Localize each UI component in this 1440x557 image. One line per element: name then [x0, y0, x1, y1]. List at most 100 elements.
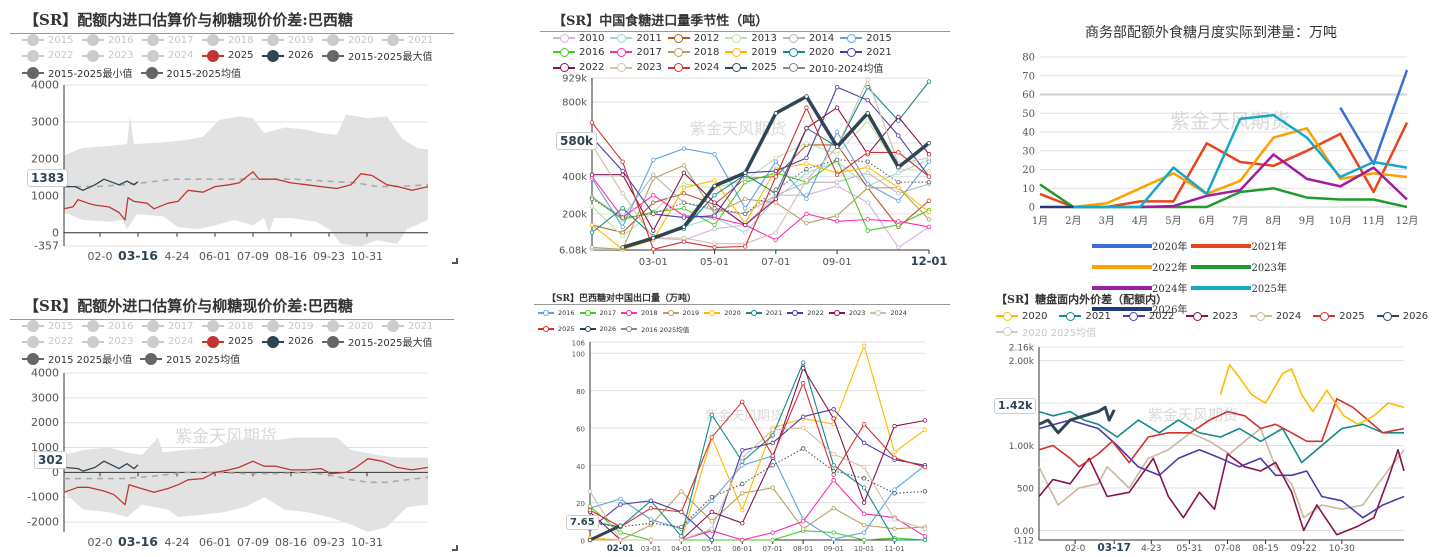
legend-item[interactable]: 2010	[553, 32, 604, 44]
legend-item[interactable]: 2024年	[1092, 280, 1187, 295]
legend-item[interactable]: 2021年	[1191, 238, 1287, 253]
legend-item[interactable]: 2019	[662, 307, 699, 319]
legend-item[interactable]: 2023	[828, 307, 865, 319]
legend-item[interactable]: 2022	[787, 307, 824, 319]
legend-item[interactable]: 2026	[262, 335, 314, 348]
title-divider	[540, 31, 950, 32]
legend-item[interactable]: 2014	[782, 32, 834, 44]
legend-item[interactable]: 2017	[142, 320, 194, 332]
data-point	[679, 534, 684, 539]
data-point	[926, 155, 932, 161]
legend-item[interactable]: 2015	[22, 320, 74, 332]
data-point	[709, 526, 715, 531]
legend-item[interactable]: 2018	[667, 46, 719, 58]
legend-item[interactable]: 2023	[1186, 310, 1238, 322]
legend-item[interactable]: 2025	[1313, 310, 1365, 322]
legend-item[interactable]: 2016	[538, 307, 575, 319]
legend-marker-icon	[610, 32, 633, 44]
legend-item[interactable]: 2020	[322, 34, 374, 46]
x-tick-label: 09-01	[823, 257, 852, 268]
legend-item[interactable]: 2019	[262, 34, 314, 46]
legend-item[interactable]: 2018	[621, 307, 658, 319]
legend-item[interactable]: 2021	[745, 307, 782, 319]
legend-item[interactable]: 2015 2025均值	[140, 351, 240, 366]
legend-item[interactable]: 2013	[725, 32, 777, 44]
legend-item[interactable]: 2023	[82, 335, 134, 348]
legend-item[interactable]: 2015	[22, 34, 74, 46]
legend-item[interactable]: 2025	[538, 323, 575, 335]
legend-item[interactable]: 2016	[553, 46, 604, 58]
resize-handle[interactable]	[452, 258, 458, 264]
legend-item[interactable]: 2010-2024均值	[782, 60, 883, 75]
data-point	[861, 537, 867, 543]
legend-item[interactable]: 2015-2025最大值	[322, 48, 433, 63]
legend-item[interactable]: 2026	[262, 49, 314, 62]
legend-item[interactable]: 2020	[996, 310, 1047, 322]
legend-label: 2018	[641, 309, 658, 317]
legend-label: 2022	[48, 336, 74, 347]
legend-item[interactable]: 2023年	[1191, 259, 1287, 274]
legend-item[interactable]: 2024	[667, 62, 719, 74]
legend-item[interactable]: 2021	[840, 46, 892, 58]
legend-item[interactable]: 2020	[704, 307, 741, 319]
data-point	[620, 159, 625, 164]
legend-item[interactable]: 2025	[202, 335, 254, 348]
legend-item[interactable]: 2022年	[1092, 259, 1187, 274]
legend-item[interactable]: 2021	[382, 320, 434, 332]
legend-item[interactable]: 2016	[82, 320, 134, 332]
legend-item[interactable]: 2015	[840, 32, 892, 44]
legend-item[interactable]: 2016 2025均值	[621, 323, 689, 335]
legend-marker-icon	[322, 320, 344, 332]
data-point	[892, 517, 897, 522]
legend-item[interactable]: 2026年	[1092, 301, 1187, 316]
legend-item[interactable]: 2022	[1122, 310, 1175, 322]
legend-item[interactable]: 2024	[142, 49, 194, 62]
legend-item[interactable]: 2019	[725, 46, 777, 58]
legend-item[interactable]: 2024	[1249, 310, 1301, 322]
legend-item[interactable]: 2017	[610, 46, 662, 58]
legend-item[interactable]: 2019	[262, 320, 314, 332]
legend-item[interactable]: 2023	[610, 62, 662, 74]
legend-item[interactable]: 2018	[202, 320, 254, 332]
data-point	[800, 425, 806, 431]
legend-item[interactable]: 2025	[725, 62, 777, 74]
legend-label: 2022	[1148, 310, 1175, 322]
series-line	[591, 131, 930, 228]
legend-item[interactable]: 2021	[1059, 310, 1111, 322]
legend-item[interactable]: 2024	[870, 307, 907, 319]
legend-item[interactable]: 2015 2025最小值	[22, 351, 132, 366]
legend-item[interactable]: 2020 2025均值	[996, 324, 1096, 339]
data-point	[681, 224, 687, 230]
x-tick-label: 02-0	[88, 250, 113, 263]
legend-item[interactable]: 2020	[782, 46, 834, 58]
legend-item[interactable]: 2020	[322, 320, 374, 332]
data-point	[892, 526, 897, 531]
legend-item[interactable]: 2025	[202, 49, 254, 62]
legend-item[interactable]: 2015-2025最大值	[322, 334, 433, 349]
legend-item[interactable]: 2026	[1376, 310, 1428, 322]
data-point	[770, 463, 775, 468]
legend-marker-icon	[1122, 310, 1145, 322]
legend-item[interactable]: 2012	[667, 32, 719, 44]
legend-item[interactable]: 2017	[142, 34, 194, 46]
legend-item[interactable]: 2023	[82, 49, 134, 62]
legend-item[interactable]: 2026	[579, 323, 616, 335]
legend-item[interactable]: 2015-2025最小值	[22, 65, 133, 80]
data-point	[648, 498, 654, 503]
legend-item[interactable]: 2024	[142, 335, 194, 348]
legend-item[interactable]: 2022	[22, 335, 74, 348]
legend-item[interactable]: 2011	[610, 32, 662, 44]
legend-item[interactable]: 2021	[382, 34, 434, 46]
resize-handle[interactable]	[452, 545, 458, 551]
legend-item[interactable]: 2020年	[1092, 238, 1187, 253]
legend-item[interactable]: 2018	[202, 34, 254, 46]
legend-item[interactable]: 2017	[579, 307, 616, 319]
legend-item[interactable]: 2022	[553, 62, 604, 74]
legend-item[interactable]: 2025年	[1191, 280, 1287, 295]
legend-item[interactable]: 2016	[82, 34, 134, 46]
data-point	[742, 211, 748, 217]
legend-item[interactable]: 2015-2025均值	[140, 65, 241, 80]
y-tick-label: 106	[572, 340, 586, 348]
legend-item[interactable]: 2022	[22, 49, 74, 62]
data-point	[712, 213, 717, 218]
